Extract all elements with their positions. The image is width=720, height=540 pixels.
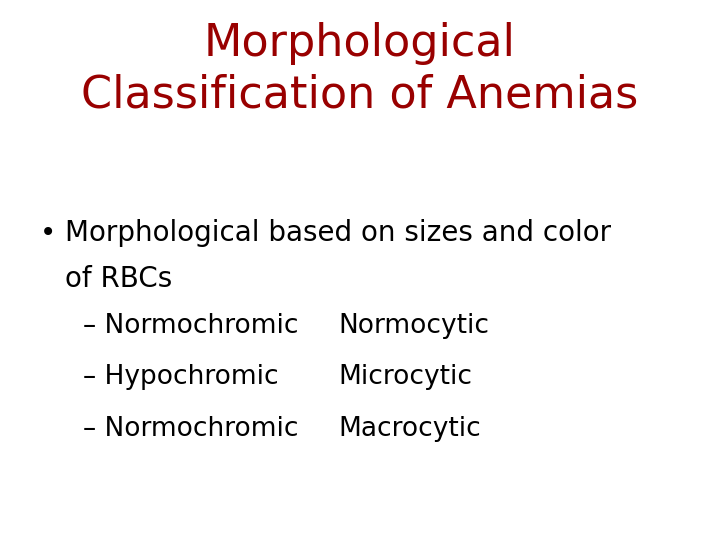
Text: of RBCs: of RBCs — [65, 265, 172, 293]
Text: – Normochromic: – Normochromic — [83, 313, 298, 339]
Text: Normocytic: Normocytic — [338, 313, 490, 339]
Text: Macrocytic: Macrocytic — [338, 416, 481, 442]
Text: Morphological
Classification of Anemias: Morphological Classification of Anemias — [81, 22, 639, 116]
Text: – Hypochromic: – Hypochromic — [83, 364, 279, 390]
Text: Microcytic: Microcytic — [338, 364, 472, 390]
Text: Morphological based on sizes and color: Morphological based on sizes and color — [65, 219, 611, 247]
Text: – Normochromic: – Normochromic — [83, 416, 298, 442]
Text: •: • — [40, 219, 56, 247]
